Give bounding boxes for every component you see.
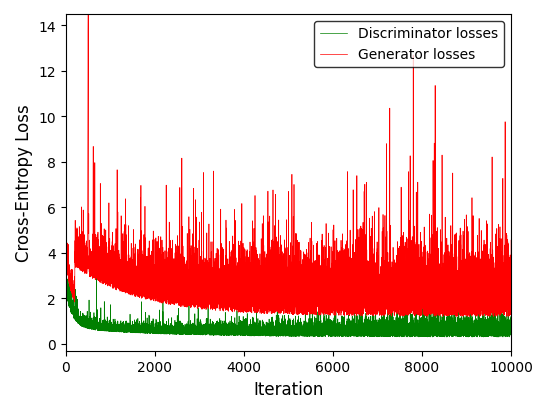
Discriminator losses [89, 325, 96, 330]
Discriminator losses [62, 286, 69, 291]
Generator losses [89, 265, 96, 270]
Discriminator losses [508, 328, 515, 333]
Generator losses [150, 292, 157, 297]
Generator losses [62, 241, 69, 246]
Generator losses [490, 314, 497, 319]
Discriminator losses [63, 272, 70, 277]
Discriminator losses [150, 329, 157, 334]
Legend: Discriminator losses, Generator losses: Discriminator losses, Generator losses [314, 22, 504, 68]
X-axis label: Iteration: Iteration [253, 380, 324, 398]
Generator losses [484, 288, 491, 293]
Discriminator losses [500, 335, 506, 339]
Generator losses [65, 263, 71, 268]
Discriminator losses [484, 331, 491, 336]
Generator losses [508, 238, 515, 243]
Y-axis label: Cross-Entropy Loss: Cross-Entropy Loss [15, 104, 33, 261]
Line: Generator losses: Generator losses [66, 15, 511, 317]
Generator losses [280, 300, 287, 305]
Discriminator losses [65, 296, 71, 301]
Discriminator losses [81, 321, 88, 326]
Line: Discriminator losses: Discriminator losses [66, 274, 511, 337]
Discriminator losses [280, 330, 287, 335]
Generator losses [85, 12, 92, 17]
Generator losses [81, 266, 88, 271]
